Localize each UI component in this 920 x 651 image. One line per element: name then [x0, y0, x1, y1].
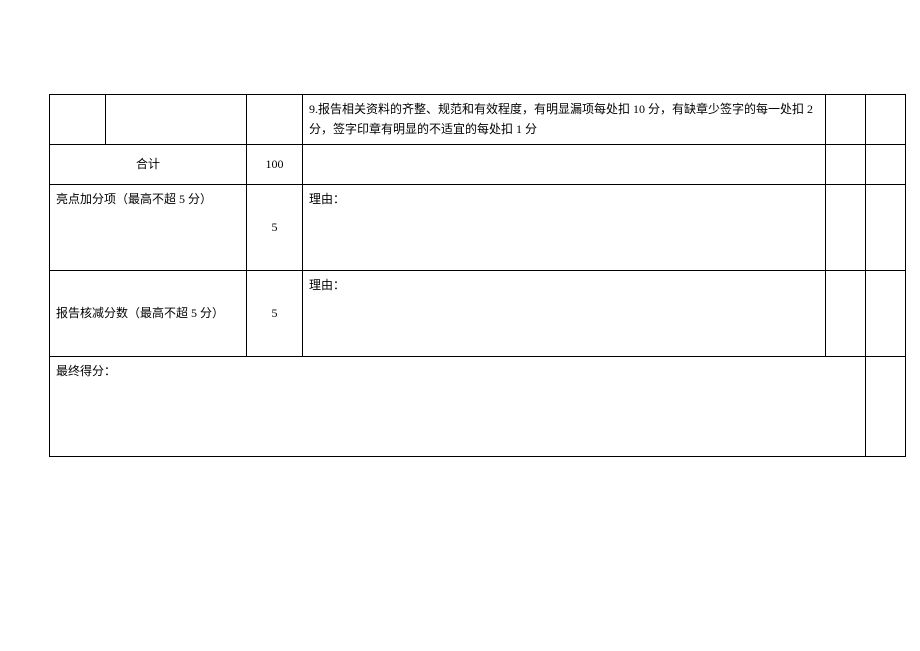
bonus-score: 5 — [272, 220, 278, 234]
deduct-label-cell: 报告核减分数（最高不超 5 分） — [50, 270, 247, 356]
table-row: 亮点加分项（最高不超 5 分） 5 理由： — [50, 184, 906, 270]
final-score-cell: 最终得分： — [50, 356, 866, 456]
total-score: 100 — [266, 157, 284, 171]
cell-blank — [826, 144, 866, 184]
total-label-cell: 合计 — [50, 144, 247, 184]
deduct-reason-cell: 理由： — [303, 270, 826, 356]
page: 9.报告相关资料的齐整、规范和有效程度，有明显漏项每处扣 10 分，有缺章少签字… — [0, 0, 920, 651]
cell-blank — [826, 95, 866, 145]
cell-blank — [826, 184, 866, 270]
final-score-label: 最终得分： — [56, 364, 116, 378]
table-row: 最终得分： — [50, 356, 906, 456]
total-label: 合计 — [136, 157, 160, 171]
cell-blank — [866, 184, 906, 270]
bonus-label-cell: 亮点加分项（最高不超 5 分） — [50, 184, 247, 270]
cell-blank — [866, 270, 906, 356]
cell-blank — [106, 95, 247, 145]
deduct-score-cell: 5 — [247, 270, 303, 356]
total-score-cell: 100 — [247, 144, 303, 184]
criteria-cell: 9.报告相关资料的齐整、规范和有效程度，有明显漏项每处扣 10 分，有缺章少签字… — [303, 95, 826, 145]
criteria-text: 9.报告相关资料的齐整、规范和有效程度，有明显漏项每处扣 10 分，有缺章少签字… — [309, 102, 813, 136]
cell-blank — [866, 95, 906, 145]
bonus-reason-cell: 理由： — [303, 184, 826, 270]
table-row: 报告核减分数（最高不超 5 分） 5 理由： — [50, 270, 906, 356]
scoring-table: 9.报告相关资料的齐整、规范和有效程度，有明显漏项每处扣 10 分，有缺章少签字… — [49, 94, 906, 457]
deduct-reason-label: 理由： — [309, 278, 345, 292]
cell-blank — [866, 144, 906, 184]
cell-blank — [303, 144, 826, 184]
deduct-score: 5 — [272, 306, 278, 320]
bonus-label: 亮点加分项（最高不超 5 分） — [56, 192, 212, 206]
bonus-reason-label: 理由： — [309, 192, 345, 206]
cell-blank — [50, 95, 106, 145]
table-row: 9.报告相关资料的齐整、规范和有效程度，有明显漏项每处扣 10 分，有缺章少签字… — [50, 95, 906, 145]
cell-blank — [826, 270, 866, 356]
deduct-label: 报告核减分数（最高不超 5 分） — [56, 306, 224, 320]
cell-blank — [866, 356, 906, 456]
table-row: 合计 100 — [50, 144, 906, 184]
bonus-score-cell: 5 — [247, 184, 303, 270]
cell-blank — [247, 95, 303, 145]
